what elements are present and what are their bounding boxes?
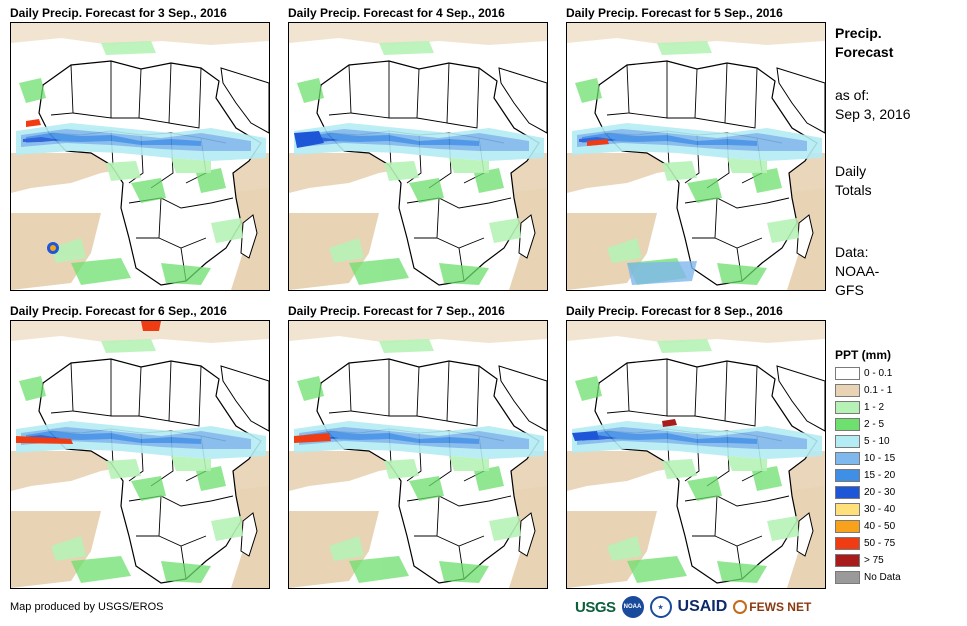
- seal-logo: ★: [649, 596, 672, 618]
- legend-row: 15 - 20: [835, 467, 960, 484]
- legend-swatch: [835, 503, 860, 516]
- as-of-block: as of: Sep 3, 2016: [835, 86, 960, 124]
- daily-totals-block: Daily Totals: [835, 162, 960, 200]
- legend-swatch: [835, 384, 860, 397]
- panel-title: Daily Precip. Forecast for 7 Sep., 2016: [288, 304, 505, 318]
- legend-label: 15 - 20: [864, 470, 896, 481]
- map-credit: Map produced by USGS/EROS: [10, 601, 164, 613]
- legend-label: No Data: [864, 572, 901, 583]
- legend-row: 10 - 15: [835, 450, 960, 467]
- legend-label: 30 - 40: [864, 504, 896, 515]
- legend-swatch: [835, 418, 860, 431]
- daily-line1: Daily: [835, 163, 867, 179]
- usaid-logo: USAID: [677, 598, 728, 615]
- legend-label: > 75: [864, 555, 884, 566]
- precip-map: [10, 22, 270, 291]
- legend-swatch: [835, 537, 860, 550]
- precip-map: [566, 320, 826, 589]
- legend-row: 2 - 5: [835, 416, 960, 433]
- precip-map: [10, 320, 270, 589]
- legend-swatch: [835, 554, 860, 567]
- legend-row: > 75: [835, 552, 960, 569]
- legend-label: 20 - 30: [864, 487, 896, 498]
- legend-label: 0 - 0.1: [864, 368, 893, 379]
- legend-row: 1 - 2: [835, 399, 960, 416]
- legend-swatch: [835, 367, 860, 380]
- legend-row: 30 - 40: [835, 501, 960, 518]
- legend-row: 20 - 30: [835, 484, 960, 501]
- panel-title: Daily Precip. Forecast for 8 Sep., 2016: [566, 304, 783, 318]
- legend-swatch: [835, 486, 860, 499]
- legend-swatch: [835, 520, 860, 533]
- legend-row: 40 - 50: [835, 518, 960, 535]
- legend: PPT (mm) 0 - 0.1 0.1 - 1 1 - 2 2 - 5 5 - 10 1…: [835, 347, 960, 586]
- legend-swatch: [835, 571, 860, 584]
- sidebar-title: Precip. Forecast: [835, 24, 960, 62]
- legend-swatch: [835, 452, 860, 465]
- title-line2: Forecast: [835, 44, 894, 60]
- panel-title: Daily Precip. Forecast for 6 Sep., 2016: [10, 304, 227, 318]
- precip-map: [288, 320, 548, 589]
- legend-title: PPT (mm): [835, 348, 892, 362]
- as-of-label: as of:: [835, 87, 870, 103]
- data-line1: Data:: [835, 244, 869, 260]
- legend-label: 1 - 2: [864, 402, 885, 413]
- legend-row: 50 - 75: [835, 535, 960, 552]
- panel-title: Daily Precip. Forecast for 4 Sep., 2016: [288, 6, 505, 20]
- legend-swatch: [835, 401, 860, 414]
- precip-map: [566, 22, 826, 291]
- title-line1: Precip.: [835, 25, 882, 41]
- panel-title: Daily Precip. Forecast for 3 Sep., 2016: [10, 6, 227, 20]
- legend-label: 50 - 75: [864, 538, 896, 549]
- precip-map: [288, 22, 548, 291]
- legend-label: 10 - 15: [864, 453, 896, 464]
- legend-swatch: [835, 435, 860, 448]
- legend-row: 5 - 10: [835, 433, 960, 450]
- data-line2: NOAA-: [835, 263, 880, 279]
- usgs-logo: USGS: [575, 598, 616, 616]
- logo-strip: USGS NOAA ★ USAID FEWS NET: [575, 594, 811, 620]
- legend-label: 0.1 - 1: [864, 385, 893, 396]
- noaa-logo: NOAA: [621, 596, 644, 618]
- daily-line2: Totals: [835, 182, 872, 198]
- fews-globe-icon: [733, 600, 748, 614]
- fews-net-label: FEWS NET: [749, 600, 812, 614]
- data-line3: GFS: [835, 282, 864, 298]
- as-of-date: Sep 3, 2016: [835, 106, 911, 122]
- legend-label: 2 - 5: [864, 419, 885, 430]
- legend-row: 0 - 0.1: [835, 365, 960, 382]
- legend-row: No Data: [835, 569, 960, 586]
- legend-row: 0.1 - 1: [835, 382, 960, 399]
- panel-title: Daily Precip. Forecast for 5 Sep., 2016: [566, 6, 783, 20]
- fews-net-logo: FEWS NET: [733, 600, 811, 614]
- legend-label: 5 - 10: [864, 436, 890, 447]
- legend-label: 40 - 50: [864, 521, 896, 532]
- data-source-block: Data: NOAA- GFS: [835, 243, 960, 300]
- legend-swatch: [835, 469, 860, 482]
